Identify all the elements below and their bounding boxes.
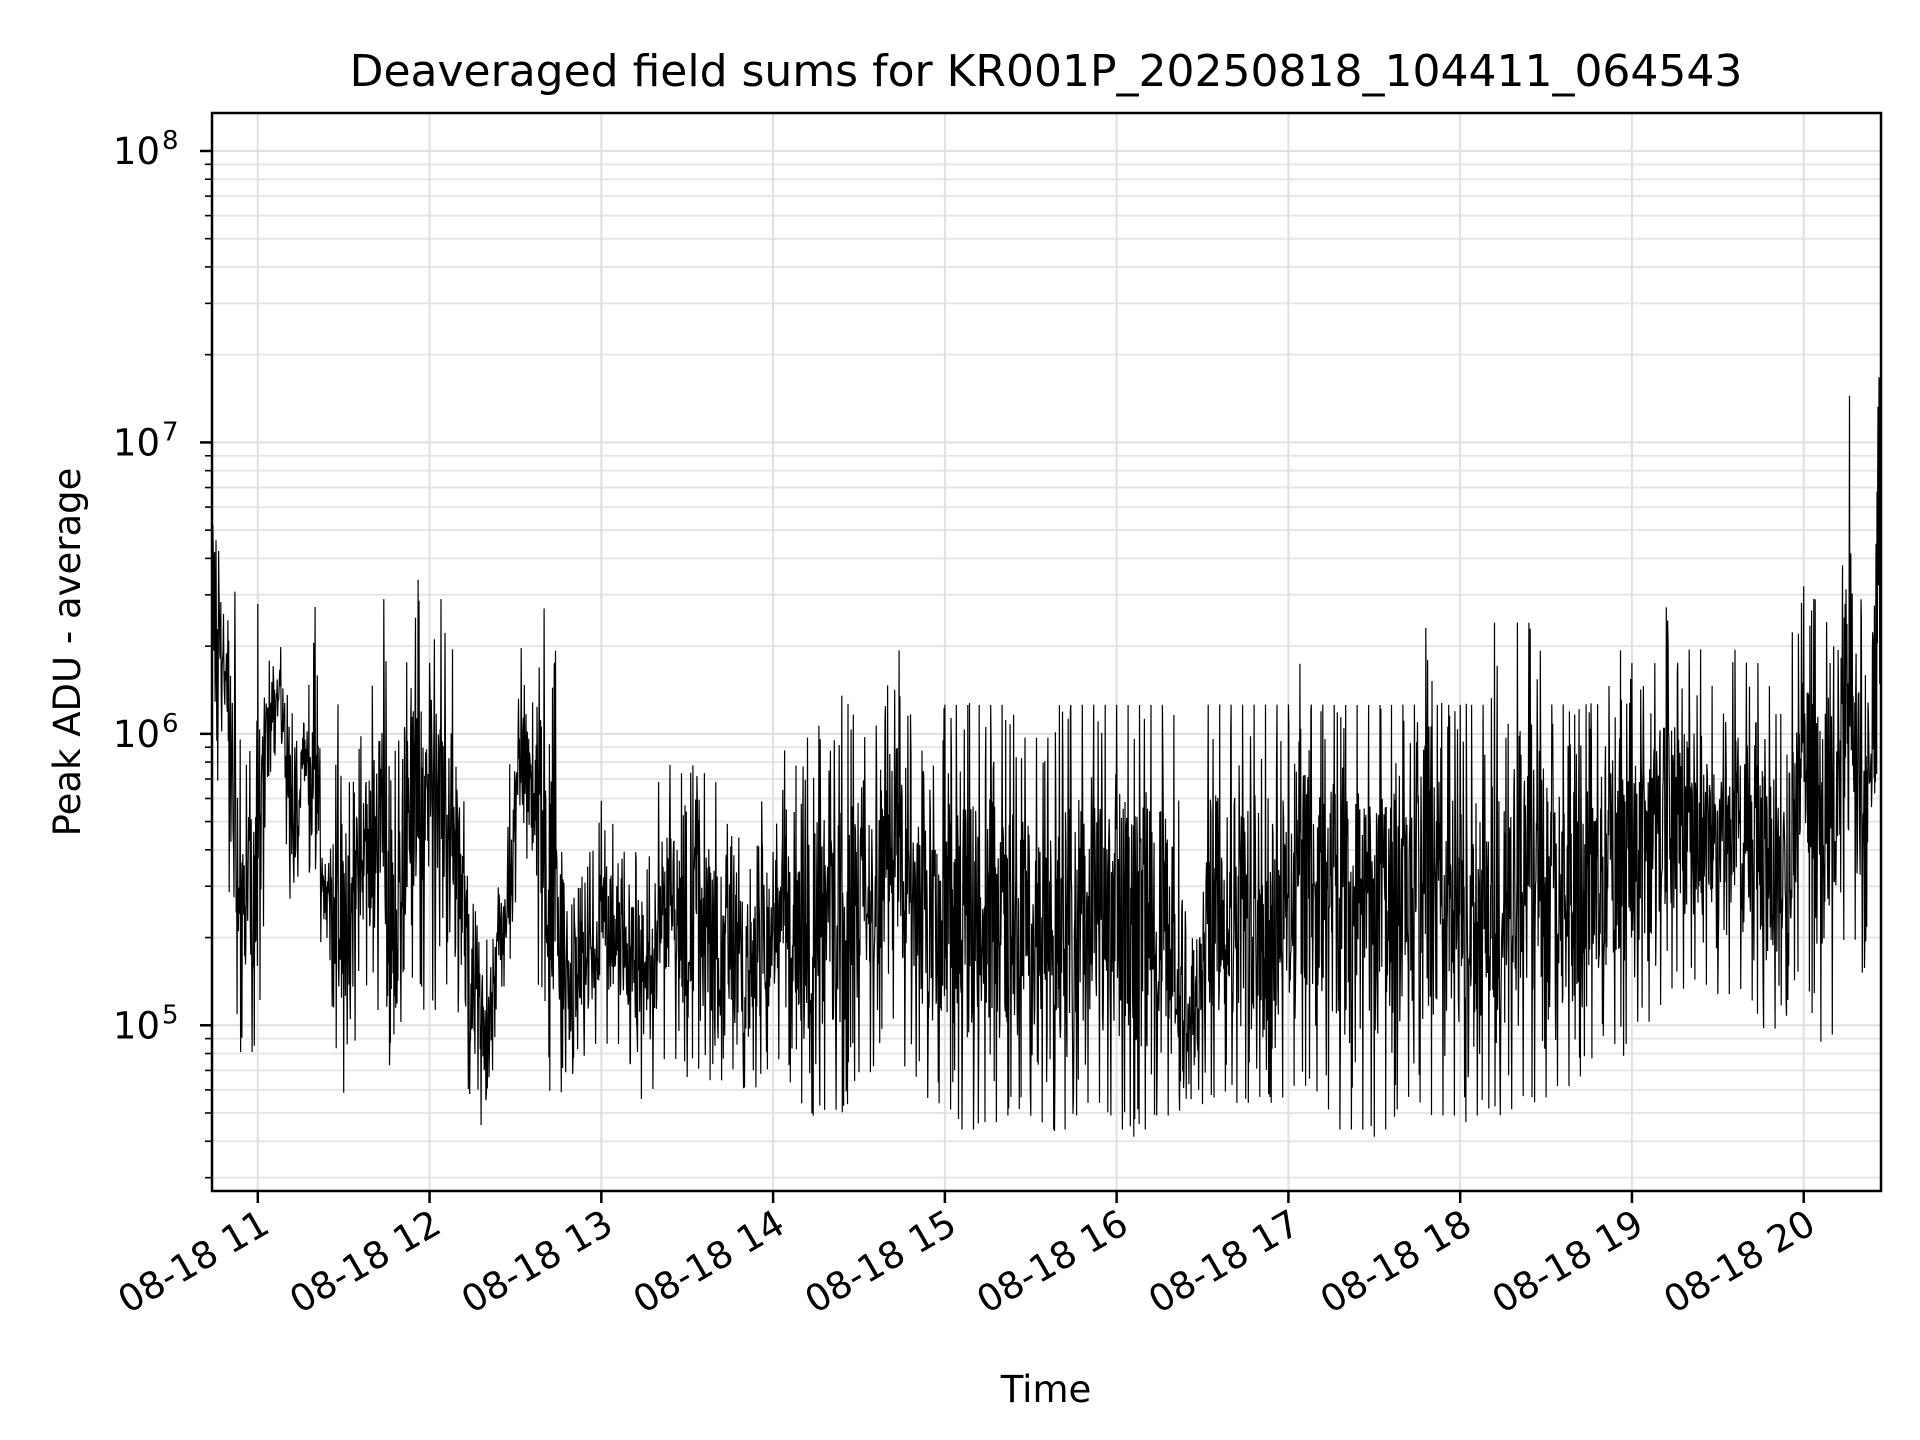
x-tick-label: 08-18 18 — [1313, 1202, 1479, 1322]
x-axis-label: Time — [1000, 1368, 1092, 1411]
y-tick-exponent: 8 — [162, 126, 179, 156]
x-tick-label: 08-18 11 — [111, 1202, 277, 1322]
plot-frame — [210, 111, 1883, 1193]
data-series — [211, 164, 1882, 1137]
grid — [212, 113, 1881, 1191]
x-axis: 08-18 11 08-18 12 08-18 13 08-18 14 08-18 15… — [111, 1191, 1822, 1322]
y-tick-label: 10 — [113, 1004, 160, 1047]
x-tick-label: 08-18 15 — [798, 1202, 964, 1322]
series-line — [211, 164, 1882, 1137]
y-tick-label: 10 — [113, 421, 160, 464]
y-tick-exponent: 6 — [162, 709, 179, 739]
x-tick-label: 08-18 20 — [1657, 1202, 1823, 1322]
y-tick-exponent: 5 — [162, 1000, 179, 1030]
y-axis-label: Peak ADU - average — [46, 468, 89, 837]
x-tick-label: 08-18 14 — [626, 1202, 792, 1322]
x-tick-label: 08-18 17 — [1141, 1202, 1307, 1322]
x-tick-label: 08-18 16 — [970, 1202, 1136, 1322]
chart-title: Deaveraged field sums for KR001P_2025081… — [350, 46, 1743, 97]
y-tick-label: 10 — [113, 130, 160, 173]
x-tick-label: 08-18 13 — [454, 1202, 620, 1322]
y-tick-label: 10 — [113, 713, 160, 756]
x-tick-label: 08-18 12 — [282, 1202, 448, 1322]
y-tick-exponent: 7 — [162, 417, 179, 447]
x-tick-label: 08-18 19 — [1485, 1202, 1651, 1322]
